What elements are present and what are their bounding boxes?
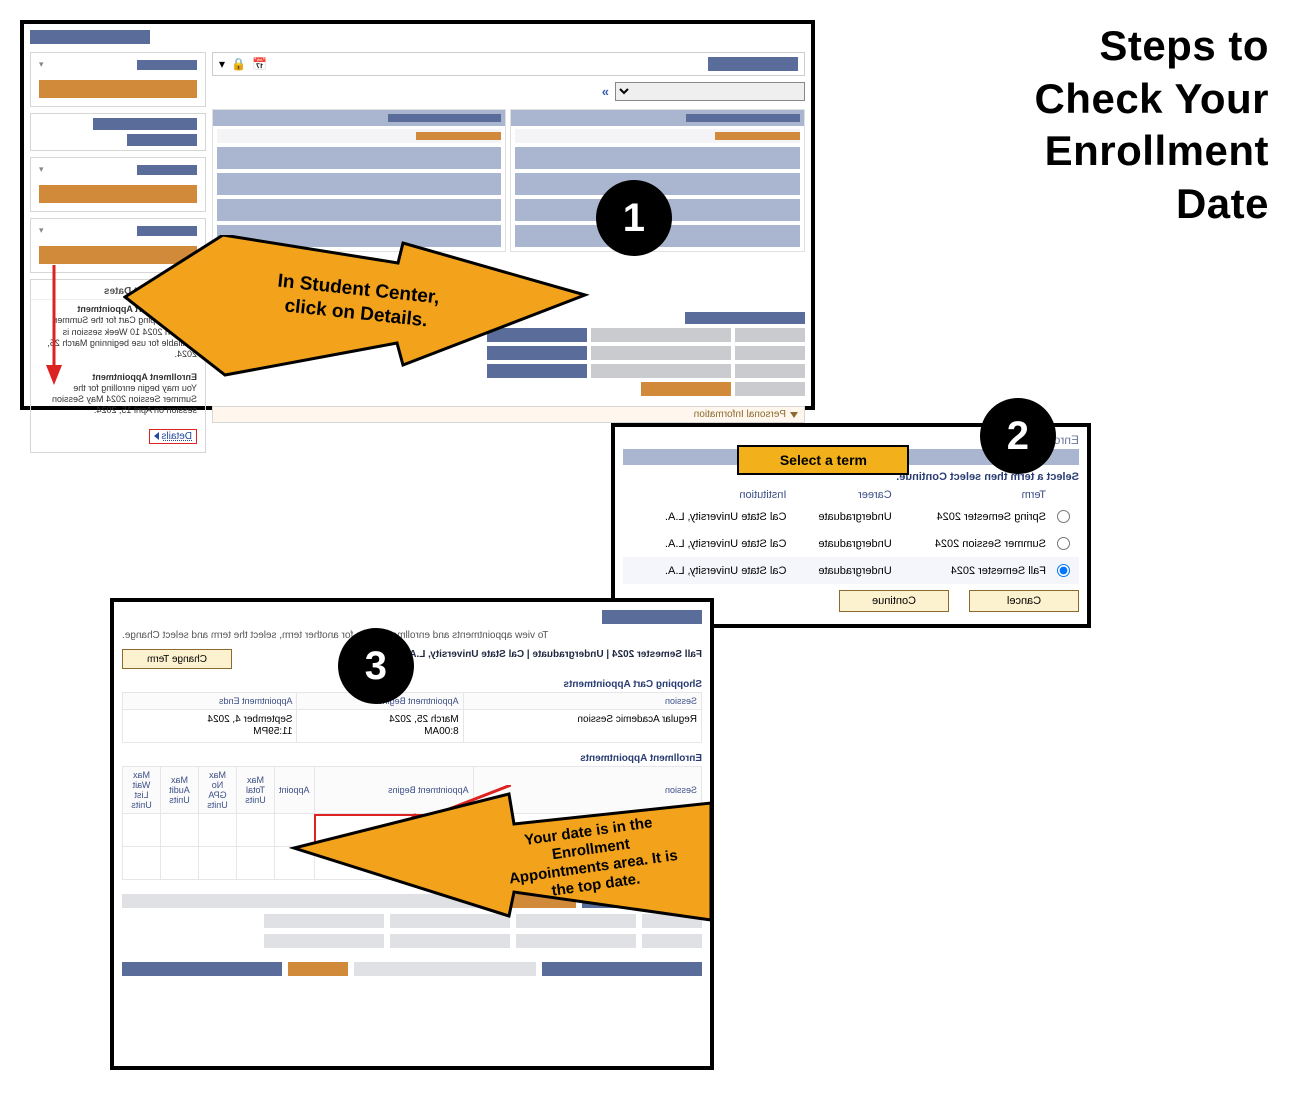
career-cell: Undergraduate: [790, 530, 895, 557]
twisty-icon: [790, 412, 798, 418]
sidebar-enrollment-dates: Enrollment Dates Shopping Cart Appointme…: [30, 279, 206, 453]
term-row[interactable]: Spring Semester 2024UndergraduateCal Sta…: [623, 503, 1079, 530]
th-maxwait: Max Wait List Units: [123, 767, 161, 814]
th-career: Career: [790, 487, 895, 503]
schedule-grid: [212, 109, 805, 252]
callout-step-2: Select a term: [737, 445, 909, 475]
panel-step-1: 📅 🔒 ▾ »: [20, 20, 815, 410]
shopping-table: Session Appointment Begins Appointment E…: [122, 692, 702, 743]
enroll-appt-body: You may begin enrolling for the Summer S…: [39, 383, 197, 417]
sidebar-box-4: ▾: [30, 218, 206, 273]
triangle-right-icon: [154, 432, 159, 440]
enroll-appt-heading: Enrollment Appointment: [39, 372, 197, 383]
academics-heading: [685, 312, 805, 324]
cancel-button[interactable]: Cancel: [969, 590, 1079, 612]
title-line-2: Check Your: [1034, 75, 1269, 122]
step-badge-1: 1: [596, 180, 672, 256]
continue-button[interactable]: Continue: [839, 590, 949, 612]
th-maxaudit: Max Audit Units: [161, 767, 199, 814]
th-ends: Appointment Ends: [123, 693, 298, 710]
th-maxtotal: Max Total Units: [237, 767, 275, 814]
th-term: Term: [896, 487, 1050, 503]
panel3-decorative-bars: [122, 894, 702, 976]
career-cell: Undergraduate: [790, 557, 895, 584]
calendar-icon: 📅: [252, 57, 267, 71]
inst-cell: Cal State University, L.A.: [623, 530, 790, 557]
shopping-cart-heading: Shopping Cart Appointment: [39, 304, 197, 315]
search-label: [708, 57, 798, 71]
table-row: Regular Academic SessionApril 17, 20249:…: [123, 814, 702, 847]
sidebar-box-3: ▾: [30, 157, 206, 212]
page-title: Steps to Check Your Enrollment Date: [1034, 20, 1269, 230]
enroll-table: Session Appointment Begins Appoint Max T…: [122, 766, 702, 880]
term-cell: Spring Semester 2024: [896, 503, 1050, 530]
sidebar-box-1: ▾: [30, 52, 206, 107]
sidebar-btn-1[interactable]: [39, 80, 197, 98]
panel3-note: To view appointments and enrollment date…: [122, 630, 702, 641]
sidebar-enrollment-title: Enrollment Dates: [104, 286, 186, 297]
sidebar-box-2: [30, 113, 206, 151]
term-cell: Fall Semester 2024: [896, 557, 1050, 584]
term-row[interactable]: Fall Semester 2024UndergraduateCal State…: [623, 557, 1079, 584]
shopping-section-title: Shopping Cart Appointments: [122, 679, 702, 690]
term-radio[interactable]: [1057, 510, 1070, 523]
panel3-context: Fall Semester 2024 | Undergraduate | Cal…: [406, 649, 702, 660]
term-dropdown[interactable]: [615, 82, 805, 101]
table-row: Regular Academic Session March 25, 20248…: [123, 710, 702, 743]
enroll-section-title: Enrollment Appointments: [122, 753, 702, 764]
inst-cell: Cal State University, L.A.: [623, 557, 790, 584]
th-session: Session: [463, 693, 701, 710]
th-begins: Appointment Begins: [314, 767, 473, 814]
personal-info-section[interactable]: Personal Information: [212, 406, 805, 423]
th-institution: Institution: [623, 487, 790, 503]
shopping-cart-body: Your Shopping Cart for the Summer Sessio…: [39, 315, 197, 360]
term-table: Term Career Institution Spring Semester …: [623, 487, 1079, 584]
step-badge-3: 3: [338, 628, 414, 704]
change-term-button[interactable]: Change Term: [122, 649, 232, 669]
th-appt: Appoint: [275, 767, 315, 814]
details-label: Details: [161, 431, 192, 442]
go-icon[interactable]: »: [602, 84, 609, 99]
th-maxnogpa: Max No GPA Units: [199, 767, 237, 814]
lock-icon: 🔒: [231, 57, 246, 71]
details-link[interactable]: Details: [149, 429, 197, 444]
sidebar-btn-3[interactable]: [39, 246, 197, 264]
term-cell: Summer Session 2024: [896, 530, 1050, 557]
title-line-4: Date: [1176, 180, 1269, 227]
term-row[interactable]: Summer Session 2024UndergraduateCal Stat…: [623, 530, 1079, 557]
personal-info-label: Personal Information: [694, 409, 786, 420]
term-radio[interactable]: [1057, 537, 1070, 550]
step-badge-2: 2: [980, 398, 1056, 474]
topbar-accent: [30, 30, 150, 44]
inst-cell: Cal State University, L.A.: [623, 503, 790, 530]
chevron-down-icon: ▾: [219, 57, 225, 71]
title-line-3: Enrollment: [1045, 127, 1269, 174]
th-session: Session: [473, 767, 701, 814]
career-cell: Undergraduate: [790, 503, 895, 530]
term-radio[interactable]: [1057, 564, 1070, 577]
sidebar-btn-2[interactable]: [39, 185, 197, 203]
table-row: Regular Academic SessionAugust 2, 20248:…: [123, 847, 702, 880]
title-line-1: Steps to: [1099, 22, 1269, 69]
